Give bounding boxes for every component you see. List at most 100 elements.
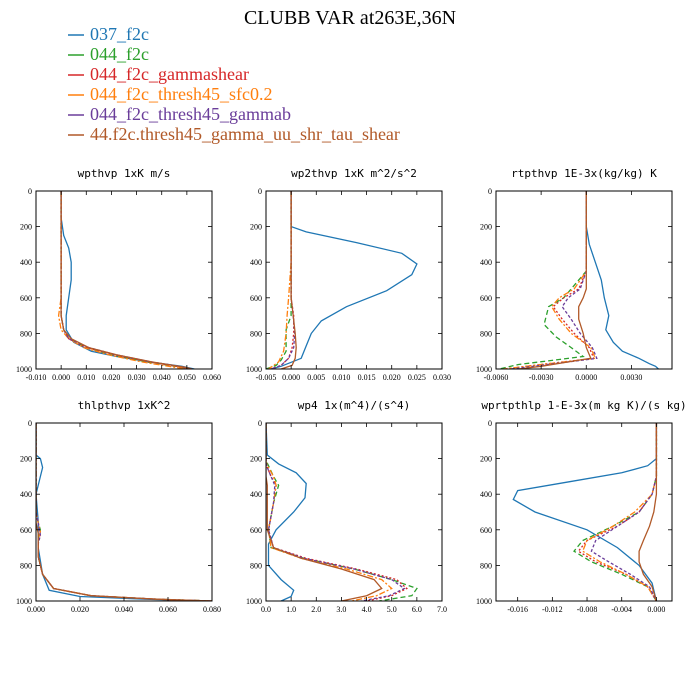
y-tick-label: 1000 [246, 365, 262, 374]
y-tick-label: 800 [480, 561, 492, 570]
y-tick-label: 1000 [246, 597, 262, 606]
y-tick-label: 200 [480, 455, 492, 464]
y-tick-label: 200 [20, 455, 32, 464]
series-line [266, 423, 408, 601]
panel-title: wp4 1x(m^4)/(s^4) [298, 399, 411, 412]
y-tick-label: 600 [20, 526, 32, 535]
y-tick-label: 600 [20, 294, 32, 303]
x-tick-label: 6.0 [412, 605, 422, 614]
x-tick-label: 0.005 [307, 373, 325, 382]
y-tick-label: 0 [258, 419, 262, 428]
x-tick-label: 0.030 [433, 373, 451, 382]
x-tick-label: 1.0 [286, 605, 296, 614]
legend-label: 44.f2c.thresh45_gamma_uu_shr_tau_shear [90, 124, 400, 144]
series-line [60, 191, 193, 369]
x-tick-label: -0.0060 [484, 373, 509, 382]
chart-panel: wp2thvp 1xK m^2/s^2 -0.005 0.000 0.005 0.010… [246, 167, 451, 382]
x-tick-label: 0.080 [203, 605, 221, 614]
series-line [503, 191, 595, 369]
series-line [518, 191, 592, 369]
legend-label: 044_f2c_gammashear [90, 64, 249, 84]
x-tick-label: 0.0 [261, 605, 271, 614]
series-line [36, 423, 212, 601]
chart-panel: wpthvp 1xK m/s -0.010 0.000 0.010 0.020 0.030… [16, 167, 221, 382]
x-tick-label: -0.016 [507, 605, 528, 614]
x-tick-label: 3.0 [336, 605, 346, 614]
y-tick-label: 600 [480, 526, 492, 535]
x-tick-label: 4.0 [362, 605, 372, 614]
legend-label: 044_f2c [90, 44, 149, 64]
y-tick-label: 0 [28, 419, 32, 428]
series-line [36, 423, 212, 601]
x-tick-label: 0.020 [102, 373, 120, 382]
panel-title: wpthvp 1xK m/s [78, 167, 171, 180]
y-tick-label: 0 [488, 187, 492, 196]
panels: wpthvp 1xK m/s-0.010 0.000 0.010 0.020 0.030… [16, 167, 687, 614]
x-tick-label: 0.000 [27, 605, 45, 614]
x-tick-label: 0.030 [128, 373, 146, 382]
y-tick-label: 400 [250, 258, 262, 267]
x-tick-label: 0.025 [408, 373, 426, 382]
x-tick-label: 7.0 [437, 605, 447, 614]
y-tick-label: 1000 [16, 365, 32, 374]
plot-frame [265, 422, 443, 602]
x-tick-label: 0.040 [153, 373, 171, 382]
y-tick-label: 0 [28, 187, 32, 196]
panel-title: rtpthvp 1E-3x(kg/kg) K [511, 167, 657, 180]
y-tick-label: 1000 [476, 597, 492, 606]
panel-title: wprtpthlp 1-E-3x(m kg K)/(s kg) [481, 399, 686, 412]
x-tick-label: 0.060 [203, 373, 221, 382]
x-tick-label: 0.040 [115, 605, 133, 614]
plot-frame [495, 190, 673, 370]
x-tick-label: 0.020 [71, 605, 89, 614]
y-tick-label: 800 [20, 561, 32, 570]
plot-frame [35, 190, 213, 370]
series-line [36, 423, 212, 601]
series-line [585, 191, 659, 369]
y-tick-label: 600 [250, 294, 262, 303]
y-tick-label: 400 [20, 258, 32, 267]
y-tick-label: 600 [250, 526, 262, 535]
series-line [590, 423, 658, 601]
y-tick-label: 800 [250, 561, 262, 570]
y-tick-label: 400 [480, 490, 492, 499]
x-tick-label: 5.0 [387, 605, 397, 614]
series-line [266, 423, 418, 601]
series-line [60, 191, 190, 369]
panel-title: thlpthvp 1xK^2 [78, 399, 171, 412]
chart-panel: rtpthvp 1E-3x(kg/kg) K -0.0060 -0.0030 0.00… [476, 167, 673, 382]
series-line [270, 191, 418, 369]
y-tick-label: 0 [258, 187, 262, 196]
x-tick-label: 2.0 [311, 605, 321, 614]
series-line [266, 191, 292, 369]
plot-frame [35, 422, 213, 602]
series-line [638, 423, 658, 601]
series-line [36, 423, 212, 601]
x-tick-label: -0.012 [542, 605, 563, 614]
series-line [60, 191, 193, 369]
x-tick-label: 0.060 [159, 605, 177, 614]
series-line [577, 423, 658, 601]
y-tick-label: 200 [20, 223, 32, 232]
legend-label: 044_f2c_thresh45_gammab [90, 104, 291, 124]
y-tick-label: 400 [20, 490, 32, 499]
y-tick-label: 200 [250, 455, 262, 464]
series-line [503, 191, 597, 369]
x-tick-label: -0.005 [256, 373, 277, 382]
plot-frame [495, 422, 673, 602]
x-tick-label: -0.004 [611, 605, 632, 614]
x-tick-label: 0.010 [332, 373, 350, 382]
chart-panel: thlpthvp 1xK^2 0.000 0.020 0.040 0.060 0.080 0… [16, 399, 221, 614]
chart-panel: wprtpthlp 1-E-3x(m kg K)/(s kg) -0.016 -0.… [476, 399, 687, 614]
x-tick-label: 0.010 [77, 373, 95, 382]
legend-label: 037_f2c [90, 24, 149, 44]
y-tick-label: 200 [480, 223, 492, 232]
panel-title: wp2thvp 1xK m^2/s^2 [291, 167, 417, 180]
series-line [498, 191, 587, 369]
series-line [280, 191, 297, 369]
y-tick-label: 1000 [16, 597, 32, 606]
y-tick-label: 400 [250, 490, 262, 499]
x-tick-label: -0.0030 [529, 373, 554, 382]
